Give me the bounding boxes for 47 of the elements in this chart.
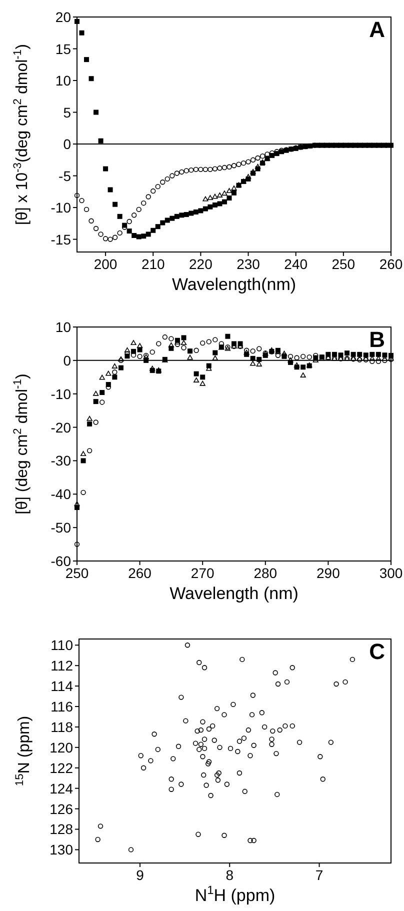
y-tick-label: 118 bbox=[50, 718, 74, 735]
x-tick-label: 300 bbox=[379, 565, 403, 581]
x-tick-label: 290 bbox=[316, 565, 340, 581]
y-tick-label: 128 bbox=[50, 821, 74, 838]
y-tick-label: -30 bbox=[50, 452, 72, 469]
x-tick-label: 200 bbox=[94, 256, 118, 272]
x-tick-label: 250 bbox=[332, 256, 356, 272]
x-tick-label: 220 bbox=[189, 256, 213, 272]
y-tick-label: 0 bbox=[63, 136, 72, 152]
chart-title: B bbox=[369, 327, 385, 352]
y-tick-label: 120 bbox=[50, 739, 74, 756]
x-tick-label: 7 bbox=[315, 867, 324, 883]
x-axis-title: Wavelength(nm) bbox=[172, 275, 296, 294]
chart-title: C bbox=[369, 639, 386, 664]
y-tick-label: 5 bbox=[63, 104, 72, 120]
x-axis-title: N$^{1}$H (ppm) bbox=[194, 883, 276, 905]
x-tick-label: 230 bbox=[236, 256, 260, 272]
y-tick-label: 112 bbox=[50, 658, 74, 674]
y-tick-label: -10 bbox=[50, 386, 72, 402]
y-tick-label: 15 bbox=[55, 40, 72, 57]
y-tick-label: 10 bbox=[55, 72, 72, 89]
y-tick-label: 0 bbox=[63, 352, 72, 368]
chart-title: A bbox=[369, 17, 386, 42]
y-tick-label: -10 bbox=[50, 200, 72, 216]
y-tick-label: 130 bbox=[50, 842, 74, 858]
y-tick-label: 114 bbox=[50, 678, 74, 694]
y-tick-label: -50 bbox=[50, 520, 72, 536]
y-tick-label: 10 bbox=[55, 319, 72, 335]
x-tick-label: 210 bbox=[141, 256, 166, 272]
x-tick-label: 260 bbox=[379, 256, 403, 272]
y-tick-label: -5 bbox=[58, 168, 72, 184]
x-tick-label: 270 bbox=[190, 565, 214, 581]
y-tick-label: 116 bbox=[50, 698, 74, 715]
y-tick-label: 122 bbox=[50, 760, 74, 776]
x-tick-label: 8 bbox=[226, 867, 234, 883]
x-axis-title: Wavelength (nm) bbox=[170, 584, 298, 603]
y-tick-label: 20 bbox=[55, 9, 72, 25]
y-tick-label: -40 bbox=[50, 486, 72, 502]
y-tick-label: -15 bbox=[50, 231, 72, 248]
y-tick-label: 124 bbox=[50, 780, 74, 796]
x-tick-label: 9 bbox=[136, 867, 144, 883]
x-tick-label: 260 bbox=[128, 565, 152, 581]
x-tick-label: 240 bbox=[284, 256, 308, 272]
y-tick-label: 126 bbox=[50, 800, 74, 817]
y-tick-label: -20 bbox=[50, 419, 72, 436]
y-tick-label: 110 bbox=[50, 637, 74, 654]
x-tick-label: 280 bbox=[254, 565, 278, 581]
